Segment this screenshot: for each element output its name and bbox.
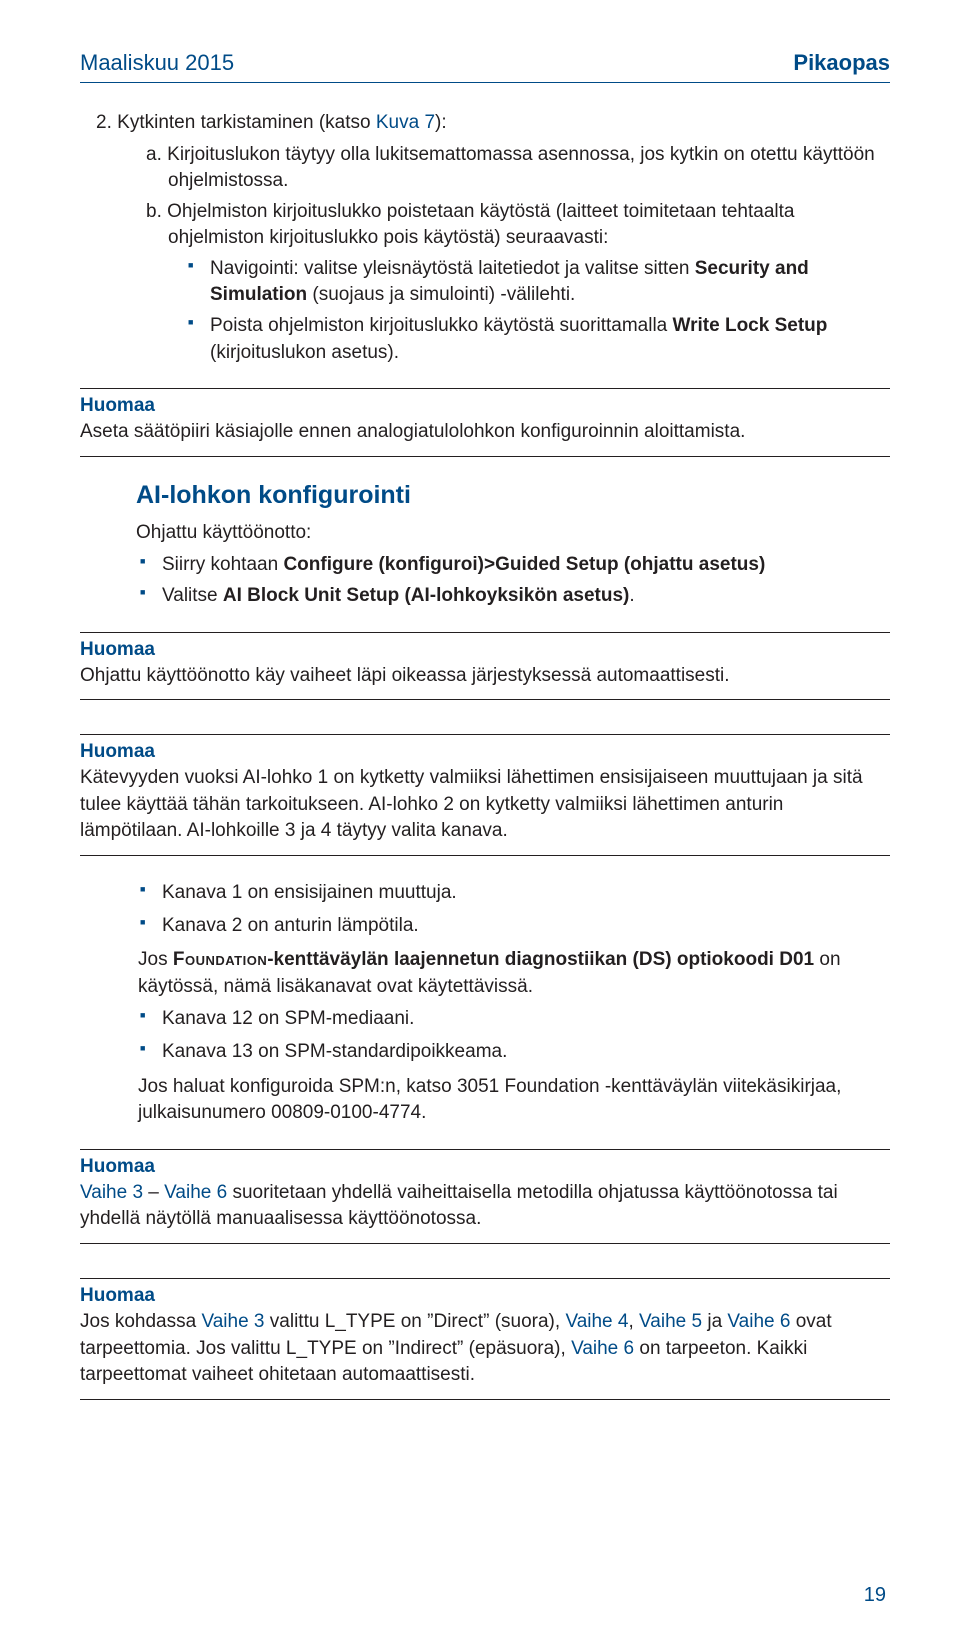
- note-3-title: Huomaa: [80, 741, 890, 763]
- note-4-body: Vaihe 3 – Vaihe 6 suoritetaan yhdellä va…: [80, 1180, 890, 1233]
- step-2: 2. Kytkinten tarkistaminen (katso Kuva 7…: [116, 109, 890, 138]
- note-4: Huomaa Vaihe 3 – Vaihe 6 suoritetaan yhd…: [80, 1149, 890, 1244]
- ai-b1-b: Configure (konfiguroi)>Guided Setup (ohj…: [283, 554, 765, 575]
- header-date: Maaliskuu 2015: [80, 50, 234, 76]
- b1-a: Navigointi: valitse yleisnäytöstä laitet…: [210, 258, 695, 279]
- channel-13: Kanava 13 on SPM-standardipoikkeama.: [162, 1039, 890, 1066]
- step-2a-text: Kirjoituslukon täytyy olla lukitsemattom…: [167, 144, 875, 192]
- figure-7-link[interactable]: Kuva 7: [376, 112, 435, 133]
- page-header: Maaliskuu 2015 Pikaopas: [80, 50, 890, 83]
- ai-b2-b: AI Block Unit Setup (AI-lohkoyksikön ase…: [223, 585, 629, 606]
- step-2b: b. Ohjelmiston kirjoituslukko poistetaan…: [168, 199, 890, 252]
- header-title: Pikaopas: [793, 50, 890, 76]
- note-2-title: Huomaa: [80, 639, 890, 661]
- spm-para: Jos haluat konfiguroida SPM:n, katso 305…: [138, 1074, 890, 1127]
- ai-heading: AI-lohkon konfigurointi: [136, 481, 890, 510]
- note-1-body: Aseta säätöpiiri käsiajolle ennen analog…: [80, 419, 890, 446]
- ai-b2-c: .: [629, 585, 634, 606]
- ai-b2-a: Valitse: [162, 585, 223, 606]
- step-2-num: 2.: [96, 112, 112, 133]
- channel-2: Kanava 2 on anturin lämpötila.: [162, 913, 890, 940]
- note-5: Huomaa Jos kohdassa Vaihe 3 valittu L_TY…: [80, 1278, 890, 1400]
- note-2: Huomaa Ohjattu käyttöönotto käy vaiheet …: [80, 632, 890, 701]
- note-3: Huomaa Kätevyyden vuoksi AI-lohko 1 on k…: [80, 734, 890, 856]
- note-1: Huomaa Aseta säätöpiiri käsiajolle ennen…: [80, 388, 890, 457]
- step-2b-text: Ohjelmiston kirjoituslukko poistetaan kä…: [167, 201, 794, 249]
- n4-v3[interactable]: Vaihe 3: [80, 1182, 143, 1203]
- b2-a: Poista ohjelmiston kirjoituslukko käytös…: [210, 315, 673, 336]
- ai-b1-a: Siirry kohtaan: [162, 554, 283, 575]
- n5-v5[interactable]: Vaihe 5: [639, 1311, 702, 1332]
- ds-a: Jos: [138, 949, 173, 970]
- step-2a-mark: a.: [146, 144, 162, 165]
- ai-bullet-2: Valitse AI Block Unit Setup (AI-lohkoyks…: [162, 583, 890, 610]
- n5-v4[interactable]: Vaihe 4: [565, 1311, 628, 1332]
- ds-foundation: Foundation: [173, 949, 267, 970]
- n5-b: valittu L_TYPE on ”Direct” (suora),: [265, 1311, 566, 1332]
- note-4-title: Huomaa: [80, 1156, 890, 1178]
- channel-1: Kanava 1 on ensisijainen muuttuja.: [162, 880, 890, 907]
- channel-12: Kanava 12 on SPM-mediaani.: [162, 1006, 890, 1033]
- n5-v3[interactable]: Vaihe 3: [201, 1311, 264, 1332]
- note-2-body: Ohjattu käyttöönotto käy vaiheet läpi oi…: [80, 663, 890, 690]
- b1-c: (suojaus ja simulointi) -välilehti.: [307, 284, 575, 305]
- step-2b-bullet-1: Navigointi: valitse yleisnäytöstä laitet…: [210, 256, 890, 309]
- step-2b-bullet-2: Poista ohjelmiston kirjoituslukko käytös…: [210, 313, 890, 366]
- n5-d: ja: [702, 1311, 727, 1332]
- note-5-title: Huomaa: [80, 1285, 890, 1307]
- note-3-body: Kätevyyden vuoksi AI-lohko 1 on kytketty…: [80, 765, 890, 845]
- ds-para: Jos Foundation-kenttäväylän laajennetun …: [138, 947, 890, 1000]
- note-1-title: Huomaa: [80, 395, 890, 417]
- step-2a: a. Kirjoituslukon täytyy olla lukitsemat…: [168, 142, 890, 195]
- b2-bold: Write Lock Setup: [673, 315, 828, 336]
- ai-intro: Ohjattu käyttöönotto:: [136, 520, 890, 547]
- n5-v6b[interactable]: Vaihe 6: [571, 1338, 634, 1359]
- n5-c: ,: [628, 1311, 639, 1332]
- n4-v6[interactable]: Vaihe 6: [164, 1182, 227, 1203]
- n5-a: Jos kohdassa: [80, 1311, 201, 1332]
- page-number: 19: [864, 1584, 886, 1607]
- note-5-body: Jos kohdassa Vaihe 3 valittu L_TYPE on ”…: [80, 1309, 890, 1389]
- ai-bullet-1: Siirry kohtaan Configure (konfiguroi)>Gu…: [162, 552, 890, 579]
- n5-v6a[interactable]: Vaihe 6: [727, 1311, 790, 1332]
- b2-c: (kirjoituslukon asetus).: [210, 342, 399, 363]
- n4-b: –: [143, 1182, 164, 1203]
- step-2b-mark: b.: [146, 201, 162, 222]
- step-2-text-a: Kytkinten tarkistaminen (katso: [117, 112, 376, 133]
- ds-b: -kenttäväylän laajennetun diagnostiikan …: [267, 949, 814, 970]
- step-2-text-b: ):: [435, 112, 447, 133]
